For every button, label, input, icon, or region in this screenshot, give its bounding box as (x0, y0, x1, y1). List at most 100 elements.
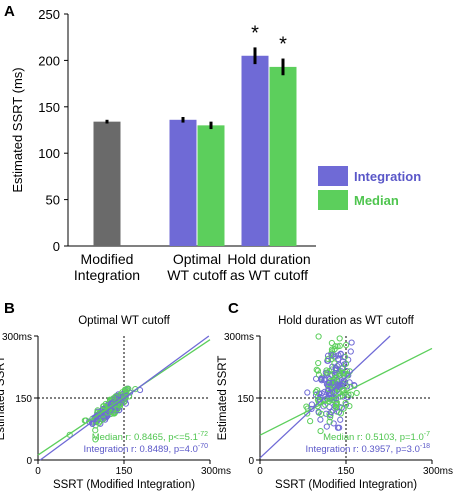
scatter-point (332, 374, 339, 381)
scatter-point (335, 355, 342, 363)
x-tick-label: 150 (338, 466, 355, 477)
scatter-point (312, 388, 319, 396)
scatter-point (326, 410, 333, 417)
scatter-point (340, 377, 347, 384)
integration-fit-line (39, 335, 210, 461)
legend-label: Integration (354, 169, 421, 184)
x-category-label: Optimal (173, 251, 221, 267)
y-axis-label: Estimated SSRT (0, 356, 7, 441)
scatter-point (100, 403, 107, 410)
scatter-point (329, 379, 336, 386)
bar (197, 125, 225, 246)
scatter-point (325, 379, 333, 387)
scatter-point (314, 396, 322, 403)
scatter-point (332, 343, 339, 350)
scatter-point (328, 339, 335, 347)
x-tick-label: 0 (257, 466, 263, 477)
scatter-point (328, 355, 335, 363)
x-tick-label: 150 (116, 466, 133, 477)
scatter-point (119, 389, 126, 396)
scatter-point (339, 387, 346, 394)
scatter-point (308, 405, 315, 413)
scatter-point (92, 436, 99, 443)
legend-label: Median (354, 193, 399, 208)
y-tick-label: 300ms (2, 332, 32, 343)
x-category-label: Hold duration (227, 251, 310, 267)
bar (241, 55, 269, 247)
scatter-point (315, 390, 323, 397)
scatter-point (304, 389, 311, 396)
panel-b-scatter: Optimal WT cutoff 00 150 150 300ms 300ms SSRT … (0, 315, 231, 491)
scatter-point (318, 410, 325, 418)
y-axis-label: Estimated SSRT (ms) (10, 67, 25, 192)
x-axis-label: SSRT (Modified Integration) (275, 479, 417, 491)
bar (269, 66, 297, 246)
scatter-point (317, 427, 324, 435)
scatter-point (328, 408, 335, 416)
scatter-point (326, 418, 333, 425)
scatter-point (332, 364, 339, 372)
scatter-point (318, 375, 325, 382)
scatter-point (330, 376, 338, 383)
significance-asterisk: * (279, 34, 287, 56)
scatter-point (324, 387, 332, 394)
scatter-point (348, 339, 355, 346)
bar (169, 119, 197, 246)
scatter-point (345, 391, 352, 398)
significance-asterisk: * (251, 22, 259, 44)
scatter-point (336, 335, 343, 342)
y-tick-label: 150 (237, 394, 254, 405)
panel-label-b: B (4, 300, 15, 317)
scatter-point (338, 404, 345, 411)
panel-c-scatter: Hold duration as WT cutoff 00 150 150 300ms 3… (217, 315, 453, 491)
scatter-point (336, 424, 343, 431)
panel-label-a: A (4, 3, 15, 20)
y-tick-label: 150 (38, 100, 60, 115)
x-axis-label: SSRT (Modified Integration) (53, 479, 195, 491)
y-tick-label: 50 (46, 193, 60, 208)
scatter-point (308, 401, 315, 408)
scatter-point (328, 352, 335, 359)
x-tick-label: 0 (35, 466, 41, 477)
scatter-point (317, 416, 324, 423)
scatter-point (342, 399, 349, 407)
y-tick-label: 300ms (224, 332, 254, 343)
bar (93, 121, 121, 246)
legend-swatch (318, 166, 348, 186)
scatter-point (353, 389, 360, 397)
y-axis-label: Estimated SSRT (217, 356, 229, 441)
scatter-point (332, 404, 340, 411)
scatter-point (303, 403, 310, 410)
x-category-label: Integration (74, 267, 140, 283)
scatter-point (315, 333, 322, 340)
scatter-title: Optimal WT cutoff (78, 315, 170, 327)
integration-fit-line (259, 335, 391, 459)
median-fit-line (259, 347, 433, 436)
scatter-point (92, 427, 99, 434)
y-tick-label: 200 (38, 53, 60, 68)
scatter-point (335, 352, 342, 359)
scatter-point (329, 348, 336, 355)
scatter-point (132, 386, 139, 393)
x-tick-label: 300ms (423, 466, 453, 477)
scatter-point (315, 359, 322, 367)
y-tick-label: 0 (53, 239, 60, 254)
scatter-point (347, 391, 355, 398)
y-tick-label: 0 (248, 456, 254, 467)
y-tick-label: 250 (38, 7, 60, 22)
scatter-point (116, 402, 123, 409)
scatter-point (337, 410, 344, 417)
x-category-label: as WT cutoff (230, 267, 308, 283)
y-tick-label: 150 (15, 394, 32, 405)
scatter-point (324, 357, 332, 364)
scatter-point (337, 371, 344, 379)
median-fit-line (37, 339, 211, 456)
panel-a-bar-chart: 0 50 100 150 200 250 Estimated SSRT (ms) * * Modi… (10, 7, 421, 283)
x-tick-label: 300ms (201, 466, 231, 477)
x-category-label: WT cutoff (167, 267, 227, 283)
scatter-point (324, 355, 332, 363)
scatter-point (123, 389, 130, 396)
y-tick-label: 100 (38, 146, 60, 161)
integration-stats-text: Integration r: 0.3957, p=3.0-18 (306, 443, 431, 455)
